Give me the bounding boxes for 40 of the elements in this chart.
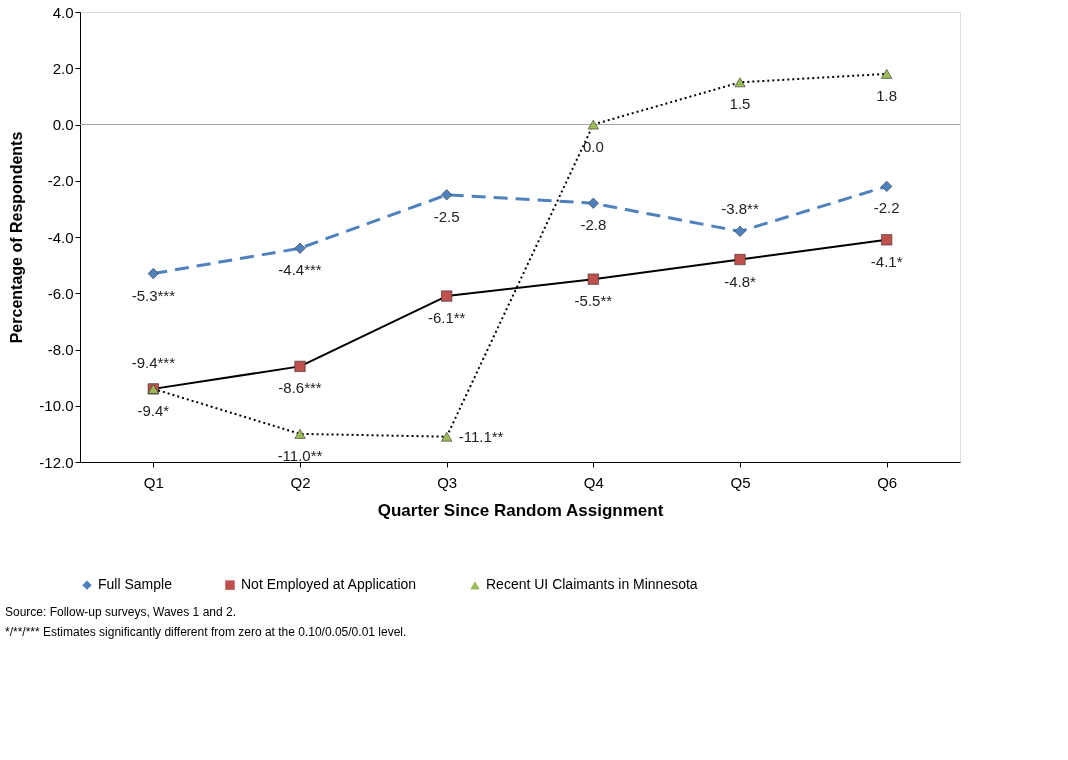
data-label: -9.4*** (131, 353, 176, 371)
data-label: -2.2 (873, 199, 900, 217)
data-label: -11.1** (458, 427, 504, 445)
y-tick-label: 4.0 (52, 3, 74, 21)
data-label: -4.1* (870, 252, 903, 270)
data-label: -4.8* (724, 272, 756, 290)
source-note: Source: Follow-up surveys, Waves 1 and 2. (5, 605, 236, 619)
x-tick-label: Q1 (143, 473, 164, 491)
data-label: -4.4*** (278, 261, 322, 279)
data-label: -11.0** (277, 446, 323, 464)
data-label: -9.4* (137, 401, 170, 419)
legend-label: Full Sample (98, 576, 173, 593)
data-label: -5.5** (574, 292, 613, 310)
x-axis-title: Quarter Since Random Assignment (377, 500, 664, 520)
text: */**/*** Estimates significantly different from zero at the 0.10/0.05/0.01 level. (5, 625, 407, 639)
x-tick-label: Q6 (877, 473, 898, 491)
data-label: 1.8 (876, 86, 898, 104)
y-tick-label: -12.0 (39, 453, 74, 471)
x-tick-label: Q4 (583, 473, 604, 491)
data-label: -6.1** (427, 309, 466, 327)
legend-label: Not Employed at Application (241, 576, 417, 593)
y-tick-label: -6.0 (47, 284, 74, 302)
x-tick-label: Q5 (730, 473, 751, 491)
data-label: 1.5 (729, 95, 751, 113)
data-label: -5.3*** (131, 286, 176, 304)
data-label: 0.0 (582, 137, 604, 155)
y-axis-title: Percentage of Respondents (8, 131, 26, 344)
y-tick-label: -4.0 (47, 228, 74, 246)
y-tick-label: -2.0 (47, 172, 74, 190)
x-tick-label: Q2 (290, 473, 311, 491)
x-tick-label: Q3 (437, 473, 458, 491)
y-tick-label: 0.0 (52, 116, 74, 133)
y-tick-label: 2.0 (52, 59, 74, 77)
y-tick-label: -10.0 (39, 397, 74, 415)
data-label: -2.5 (433, 207, 460, 225)
y-tick-label: -8.0 (47, 341, 74, 358)
data-label: -3.8** (721, 200, 759, 218)
data-label: -2.8 (580, 216, 607, 234)
data-label: -8.6*** (278, 379, 322, 397)
legend-label: Recent UI Claimants in Minnesota (486, 576, 698, 593)
